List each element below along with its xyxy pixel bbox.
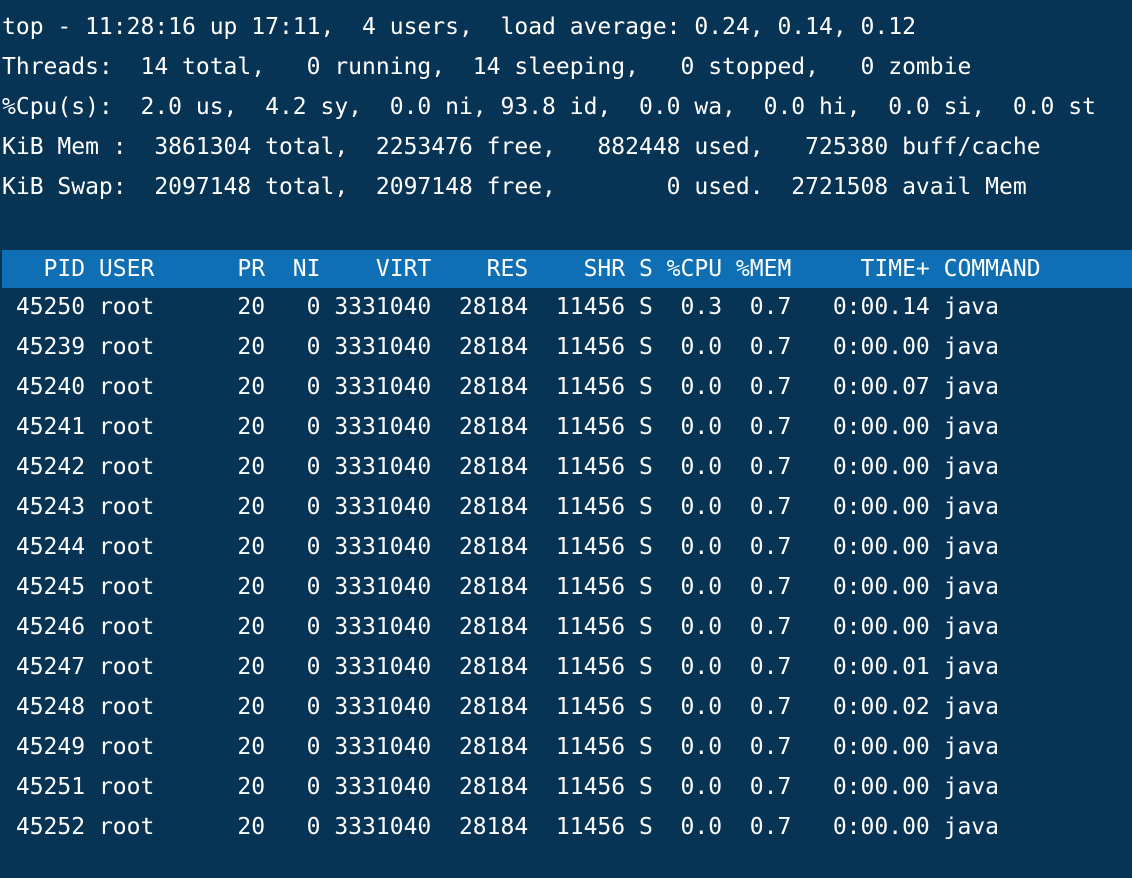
process-row: 45247 root 20 0 3331040 28184 11456 S 0.… bbox=[2, 654, 999, 680]
process-row: 45239 root 20 0 3331040 28184 11456 S 0.… bbox=[2, 334, 999, 360]
uptime-load-line: top - 11:28:16 up 17:11, 4 users, load a… bbox=[2, 14, 916, 40]
process-row: 45250 root 20 0 3331040 28184 11456 S 0.… bbox=[2, 294, 999, 320]
process-row: 45248 root 20 0 3331040 28184 11456 S 0.… bbox=[2, 694, 999, 720]
process-table-header: PID USER PR NI VIRT RES SHR S %CPU %MEM … bbox=[2, 250, 1132, 288]
process-row: 45243 root 20 0 3331040 28184 11456 S 0.… bbox=[2, 494, 999, 520]
memory-summary-line: KiB Mem : 3861304 total, 2253476 free, 8… bbox=[2, 134, 1041, 160]
threads-summary-line: Threads: 14 total, 0 running, 14 sleepin… bbox=[2, 54, 972, 80]
process-row: 45252 root 20 0 3331040 28184 11456 S 0.… bbox=[2, 814, 999, 840]
cpu-summary-line: %Cpu(s): 2.0 us, 4.2 sy, 0.0 ni, 93.8 id… bbox=[2, 94, 1096, 120]
process-row: 45240 root 20 0 3331040 28184 11456 S 0.… bbox=[2, 374, 999, 400]
process-row: 45251 root 20 0 3331040 28184 11456 S 0.… bbox=[2, 774, 999, 800]
process-row: 45241 root 20 0 3331040 28184 11456 S 0.… bbox=[2, 414, 999, 440]
process-row: 45242 root 20 0 3331040 28184 11456 S 0.… bbox=[2, 454, 999, 480]
process-row: 45246 root 20 0 3331040 28184 11456 S 0.… bbox=[2, 614, 999, 640]
process-table-header-text: PID USER PR NI VIRT RES SHR S %CPU %MEM … bbox=[2, 256, 1041, 282]
process-row: 45249 root 20 0 3331040 28184 11456 S 0.… bbox=[2, 734, 999, 760]
swap-summary-line: KiB Swap: 2097148 total, 2097148 free, 0… bbox=[2, 174, 1027, 200]
process-row: 45244 root 20 0 3331040 28184 11456 S 0.… bbox=[2, 534, 999, 560]
process-row: 45245 root 20 0 3331040 28184 11456 S 0.… bbox=[2, 574, 999, 600]
